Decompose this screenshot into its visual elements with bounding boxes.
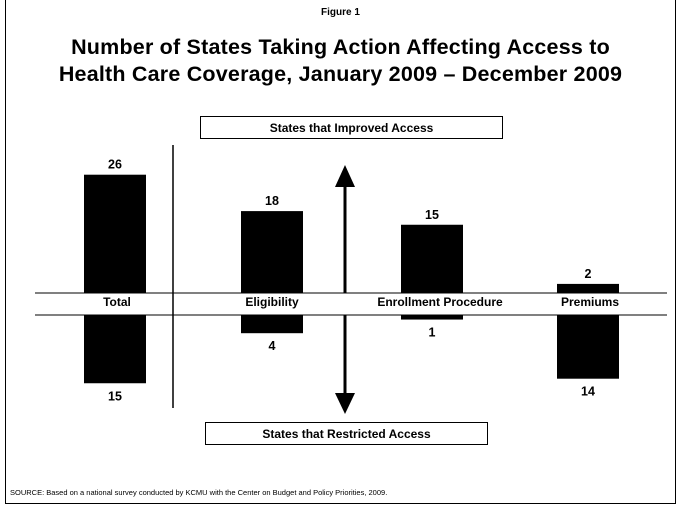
source-note: SOURCE: Based on a national survey condu… — [10, 488, 388, 497]
category-label-2: Enrollment Procedure — [377, 295, 503, 309]
data-label-improved-2: 15 — [425, 208, 439, 222]
bar-improved-1 — [241, 211, 303, 293]
bar-restricted-2 — [401, 315, 463, 320]
figure-label: Figure 1 — [321, 7, 360, 18]
category-label-3: Premiums — [561, 295, 619, 309]
category-label-0: Total — [103, 295, 131, 309]
data-label-improved-1: 18 — [265, 194, 279, 208]
arrow-up-head — [335, 165, 355, 187]
bar-restricted-3 — [557, 315, 619, 379]
data-label-restricted-0: 15 — [108, 389, 122, 403]
bar-restricted-0 — [84, 315, 146, 384]
data-label-restricted-3: 14 — [581, 385, 595, 399]
legend-improved-access: States that Improved Access — [200, 116, 503, 139]
legend-restricted-access: States that Restricted Access — [205, 422, 488, 445]
data-label-improved-0: 26 — [108, 158, 122, 172]
category-label-1: Eligibility — [245, 295, 299, 309]
arrow-down-head — [335, 393, 355, 414]
category-band — [35, 293, 667, 315]
data-label-restricted-1: 4 — [269, 339, 276, 353]
title-line-2: Health Care Coverage, January 2009 – Dec… — [58, 62, 623, 86]
bar-improved-2 — [401, 224, 463, 293]
data-label-improved-3: 2 — [585, 267, 592, 281]
bar-improved-0 — [84, 174, 146, 293]
data-label-restricted-2: 1 — [429, 326, 436, 340]
chart-title: Number of States Taking Action Affecting… — [0, 34, 681, 88]
bar-improved-3 — [557, 283, 619, 293]
title-line-1: Number of States Taking Action Affecting… — [71, 35, 610, 59]
bar-restricted-1 — [241, 315, 303, 334]
